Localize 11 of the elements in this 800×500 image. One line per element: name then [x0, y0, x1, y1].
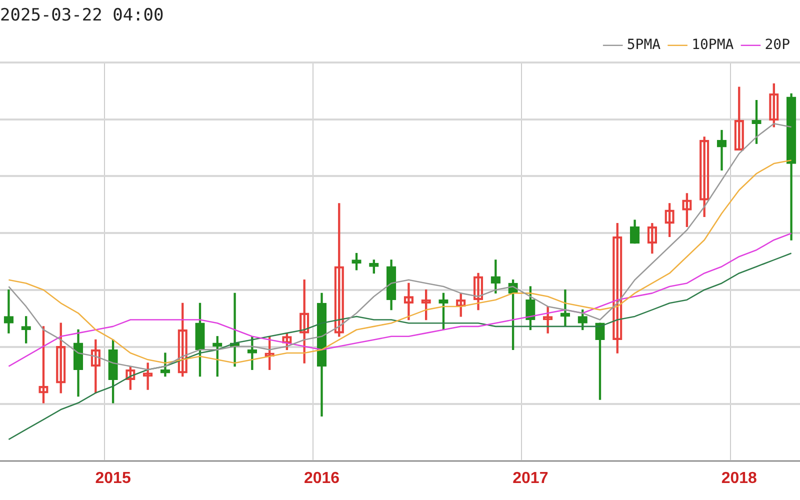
x-tick-label: 2015: [95, 470, 131, 487]
x-tick-label: 2017: [512, 470, 548, 487]
legend-label: 5PMA: [626, 37, 662, 54]
candlestick: [4, 290, 14, 334]
x-tick-label: 2018: [721, 470, 758, 487]
candlestick: [716, 130, 727, 171]
candlestick: [560, 290, 570, 327]
chart-title: 2025-03-22 04:00: [0, 6, 164, 26]
x-tick-label: 2016: [304, 470, 340, 487]
legend-label: 10PMA: [692, 37, 734, 54]
legend-label: 20P: [764, 37, 790, 54]
